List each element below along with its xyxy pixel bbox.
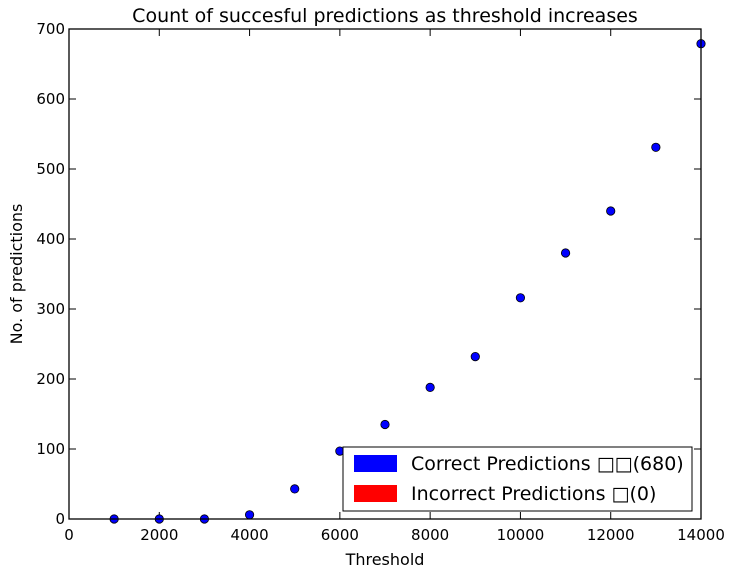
data-point <box>560 248 571 258</box>
x-tick-label: 4000 <box>230 526 268 544</box>
legend-label-correct: Correct Predictions □□(680) <box>411 453 684 475</box>
tick-labels: 0 2000 4000 6000 8000 10000 12000 14000 0 100 200 3… <box>36 20 725 544</box>
x-tick-label: 8000 <box>411 526 449 544</box>
x-tick-label: 10000 <box>497 526 545 544</box>
x-tick-label: 6000 <box>321 526 359 544</box>
y-tick-label: 700 <box>36 20 65 38</box>
plot-frame <box>68 28 702 520</box>
legend-frame <box>342 446 693 512</box>
data-point <box>470 351 480 362</box>
x-tick-label: 0 <box>64 526 74 544</box>
chart-title: Count of succesful predictions as thresh… <box>132 5 638 27</box>
legend-swatch-correct <box>354 455 397 472</box>
plot-background <box>69 29 701 519</box>
legend: Correct Predictions □□(680) Incorrect Pr… <box>342 446 693 512</box>
x-tick-label: 14000 <box>677 526 725 544</box>
data-point <box>290 484 300 494</box>
y-tick-label: 500 <box>36 160 65 178</box>
data-point <box>380 419 390 430</box>
x-axis-label: Threshold <box>345 550 425 569</box>
data-point <box>515 293 526 303</box>
y-tick-label: 300 <box>36 300 65 318</box>
data-point <box>651 142 661 152</box>
y-tick-label: 600 <box>36 90 65 108</box>
data-point <box>425 382 435 392</box>
x-tick-label: 2000 <box>140 526 178 544</box>
x-tick-label: 12000 <box>587 526 635 544</box>
y-tick-label: 100 <box>36 440 65 458</box>
y-tick-label: 400 <box>36 230 65 248</box>
legend-swatch-incorrect <box>354 485 397 502</box>
data-point <box>606 206 616 216</box>
y-axis-label: No. of predictions <box>7 204 26 345</box>
legend-label-incorrect: Incorrect Predictions □(0) <box>411 483 656 505</box>
data-point <box>244 510 255 520</box>
y-tick-label: 200 <box>36 370 65 388</box>
y-tick-label: 0 <box>55 510 65 528</box>
